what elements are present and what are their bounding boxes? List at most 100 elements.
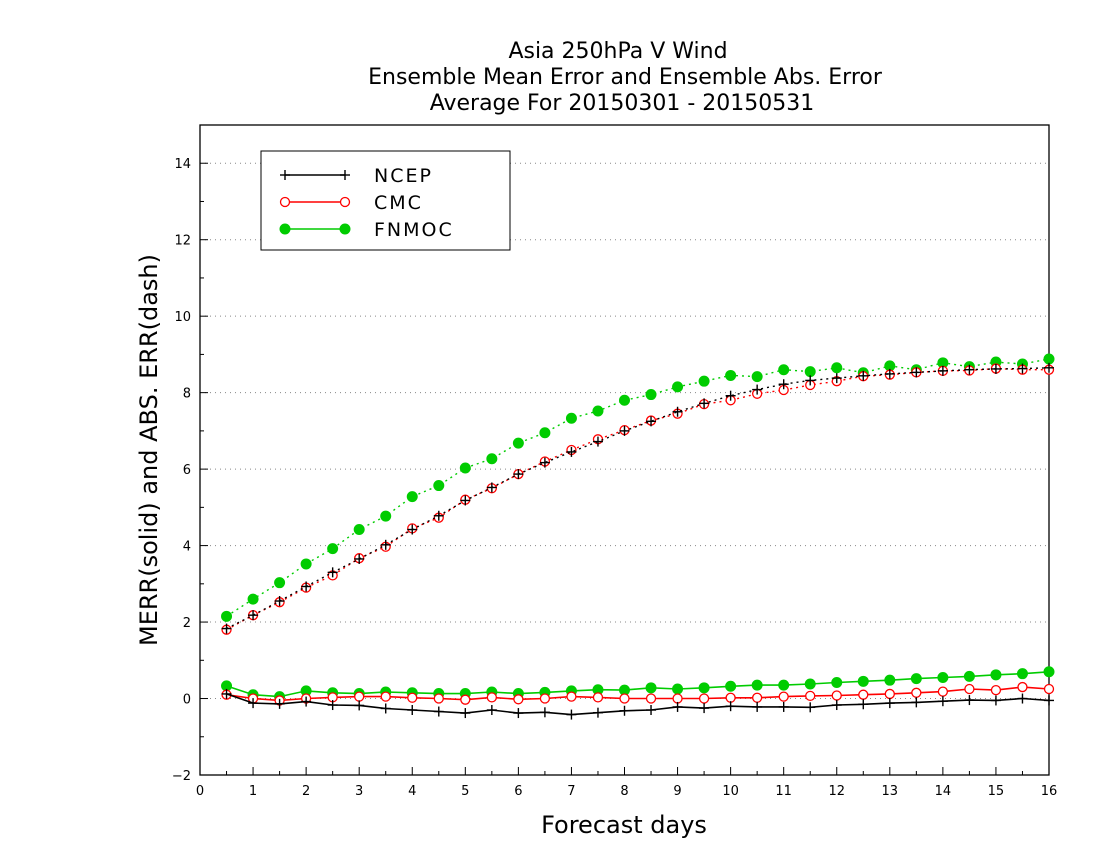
point-ncep-abs-err bbox=[937, 365, 948, 376]
point-ncep-merr bbox=[592, 707, 603, 718]
point-fnmoc-abs-err bbox=[327, 543, 339, 555]
point-cmc-merr bbox=[460, 694, 471, 705]
point-fnmoc-abs-err bbox=[592, 405, 604, 417]
point-fnmoc-abs-err bbox=[831, 362, 843, 374]
point-cmc-merr bbox=[672, 693, 683, 704]
point-ncep-abs-err bbox=[778, 379, 789, 390]
point-ncep-abs-err bbox=[619, 425, 630, 436]
x-tick-label-7: 7 bbox=[567, 784, 575, 799]
point-ncep-abs-err bbox=[699, 398, 710, 409]
point-cmc-merr bbox=[911, 687, 922, 698]
y-tick-label-8: 14 bbox=[174, 157, 191, 172]
x-tick-label-9: 9 bbox=[673, 784, 681, 799]
point-ncep-abs-err bbox=[858, 370, 869, 381]
series bbox=[221, 353, 1055, 720]
point-ncep-merr bbox=[778, 701, 789, 712]
point-fnmoc-abs-err bbox=[353, 524, 365, 536]
grid-lines bbox=[200, 162, 1049, 776]
y-tick-label-2: 2 bbox=[183, 616, 191, 631]
point-cmc-merr bbox=[433, 693, 444, 704]
legend-label-fnmoc: FNMOC bbox=[374, 219, 454, 241]
point-ncep-merr bbox=[539, 707, 550, 718]
point-fnmoc-abs-err bbox=[619, 394, 630, 406]
point-ncep-merr bbox=[221, 688, 232, 699]
point-fnmoc-merr bbox=[751, 679, 763, 691]
point-ncep-abs-err bbox=[911, 367, 922, 378]
point-ncep-abs-err bbox=[248, 610, 259, 621]
point-ncep-abs-err bbox=[301, 581, 312, 592]
legend-entry-fnmoc: FNMOC bbox=[279, 219, 454, 241]
x-tick-label-12: 12 bbox=[828, 784, 845, 799]
series-fnmoc-abs-err bbox=[221, 353, 1055, 622]
point-cmc-merr bbox=[539, 693, 551, 704]
series-cmc-merr bbox=[221, 681, 1055, 706]
x-tick-label-1: 1 bbox=[249, 784, 257, 799]
line-cmc-abs-err bbox=[226, 367, 1049, 631]
point-fnmoc-merr bbox=[1043, 666, 1055, 678]
x-tick-label-2: 2 bbox=[302, 784, 310, 799]
point-fnmoc-abs-err bbox=[645, 389, 657, 401]
point-ncep-merr bbox=[646, 705, 657, 715]
point-fnmoc-abs-err bbox=[380, 510, 392, 522]
chart-title-line-1: Asia 250hPa V Wind bbox=[508, 39, 727, 64]
point-ncep-merr bbox=[354, 700, 365, 711]
x-tick-label-15: 15 bbox=[988, 784, 1005, 799]
legend-marker-cmc-end bbox=[339, 196, 351, 208]
chart-title-line-2: Ensemble Mean Error and Ensemble Abs. Er… bbox=[368, 65, 883, 90]
point-ncep-abs-err bbox=[486, 482, 497, 493]
point-cmc-merr bbox=[725, 692, 736, 703]
point-cmc-merr bbox=[486, 692, 497, 703]
x-tick-label-13: 13 bbox=[882, 784, 899, 799]
point-cmc-merr bbox=[1017, 681, 1028, 693]
point-cmc-merr bbox=[380, 691, 391, 702]
point-cmc-merr bbox=[354, 691, 365, 702]
point-cmc-merr bbox=[513, 694, 524, 705]
point-fnmoc-merr bbox=[963, 670, 975, 682]
point-ncep-merr bbox=[752, 701, 763, 712]
point-ncep-abs-err bbox=[646, 416, 657, 427]
point-fnmoc-merr bbox=[672, 683, 684, 695]
point-ncep-merr bbox=[1017, 693, 1028, 704]
legend-label-ncep: NCEP bbox=[374, 165, 433, 187]
point-ncep-abs-err bbox=[592, 436, 603, 447]
point-ncep-abs-err bbox=[990, 363, 1001, 374]
point-ncep-merr bbox=[1044, 695, 1054, 706]
point-fnmoc-abs-err bbox=[725, 369, 737, 381]
point-ncep-merr bbox=[672, 701, 683, 712]
point-fnmoc-abs-err bbox=[274, 577, 286, 589]
point-fnmoc-abs-err bbox=[300, 558, 312, 570]
point-cmc-merr bbox=[778, 691, 789, 702]
point-cmc-merr bbox=[1043, 683, 1055, 695]
x-tick-label-16: 16 bbox=[1041, 784, 1058, 799]
point-fnmoc-abs-err bbox=[221, 610, 233, 622]
point-ncep-merr bbox=[327, 700, 338, 711]
point-ncep-merr bbox=[274, 698, 285, 709]
series-cmc-abs-err bbox=[221, 363, 1055, 635]
point-ncep-merr bbox=[858, 699, 869, 710]
point-fnmoc-merr bbox=[725, 680, 737, 692]
point-cmc-merr bbox=[645, 693, 657, 704]
legend-marker-ncep-end bbox=[340, 170, 350, 180]
x-tick-label-14: 14 bbox=[935, 784, 952, 799]
point-fnmoc-abs-err bbox=[486, 453, 498, 465]
point-ncep-abs-err bbox=[460, 495, 471, 506]
x-tick-label-11: 11 bbox=[775, 784, 792, 799]
point-ncep-merr bbox=[513, 708, 524, 719]
point-ncep-abs-err bbox=[831, 373, 842, 384]
point-ncep-abs-err bbox=[1017, 363, 1028, 374]
point-cmc-merr bbox=[619, 693, 630, 704]
point-ncep-abs-err bbox=[539, 457, 550, 468]
point-fnmoc-abs-err bbox=[778, 364, 790, 376]
point-ncep-merr bbox=[460, 708, 471, 719]
x-tick-label-4: 4 bbox=[408, 784, 416, 799]
x-tick-label-10: 10 bbox=[722, 784, 739, 799]
point-ncep-merr bbox=[805, 702, 816, 713]
point-cmc-merr bbox=[566, 691, 577, 702]
point-ncep-abs-err bbox=[566, 446, 577, 457]
y-axis-label: MERR(solid) and ABS. ERR(dash) bbox=[135, 254, 163, 646]
y-tick-label-0: −2 bbox=[172, 769, 191, 784]
point-ncep-abs-err bbox=[513, 469, 524, 480]
point-ncep-abs-err bbox=[380, 539, 391, 550]
point-fnmoc-abs-err bbox=[804, 366, 816, 378]
point-fnmoc-merr bbox=[857, 675, 869, 687]
